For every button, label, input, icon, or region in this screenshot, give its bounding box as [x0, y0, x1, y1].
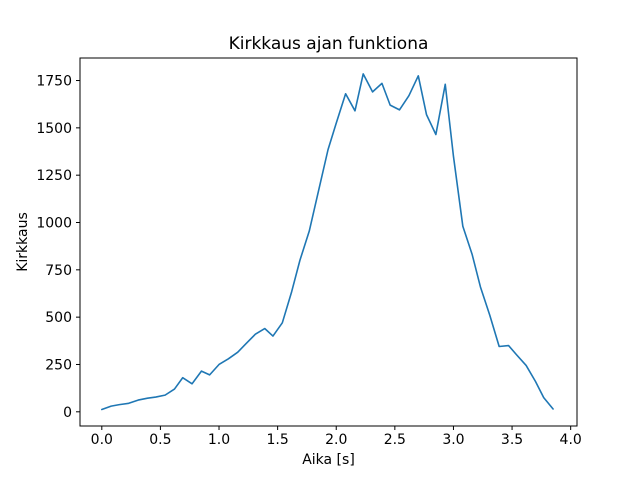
y-tick-label: 1250 [36, 168, 72, 184]
x-tick-label: 4.0 [560, 432, 582, 448]
y-tick-label: 1500 [36, 121, 72, 137]
x-tick-label: 2.0 [325, 432, 347, 448]
x-axis-label: Aika [s] [302, 452, 355, 468]
x-tick-label: 0.0 [91, 432, 113, 448]
x-tick-label: 1.0 [208, 432, 230, 448]
x-tick-label: 2.5 [384, 432, 406, 448]
x-tick-label: 1.5 [266, 432, 288, 448]
y-tick-label: 1750 [36, 74, 72, 90]
y-tick-label: 1000 [36, 216, 72, 232]
axes-frame [79, 57, 578, 427]
y-tick-label: 500 [45, 310, 72, 326]
x-tick-label: 3.0 [442, 432, 464, 448]
y-tick-label: 750 [45, 263, 72, 279]
y-tick-label: 0 [63, 405, 72, 421]
x-tick-label: 0.5 [149, 432, 171, 448]
data-series-line [101, 73, 554, 411]
chart-title: Kirkkaus ajan funktiona [228, 34, 429, 54]
y-tick-label: 250 [45, 357, 72, 373]
x-tick-label: 3.5 [501, 432, 523, 448]
